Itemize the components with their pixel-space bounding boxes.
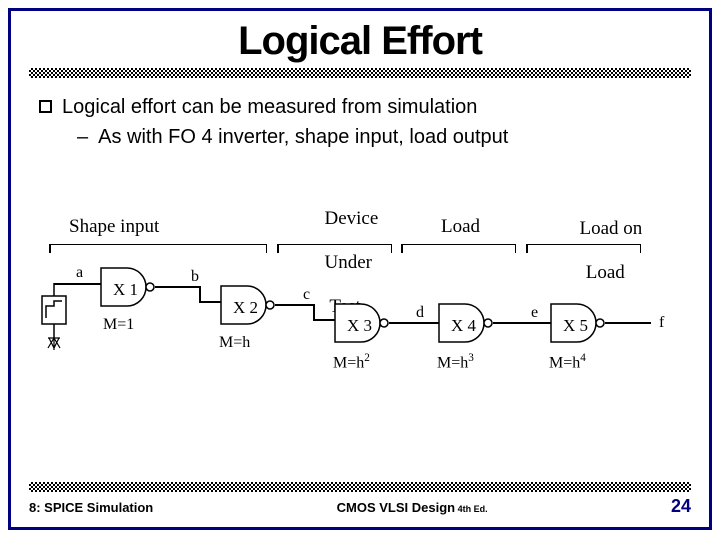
footer-center-ed: 4th Ed. (455, 504, 488, 514)
bracket-shape-input (49, 244, 267, 245)
divider-top (29, 68, 691, 78)
bracket-dut (277, 244, 392, 245)
bullet-sub-text: As with FO 4 inverter, shape input, load… (98, 124, 508, 150)
bullet-main: Logical effort can be measured from simu… (39, 94, 681, 120)
step-source-icon (36, 278, 76, 358)
dash-icon: – (77, 124, 88, 150)
gate-x5-m: M=h4 (549, 352, 586, 372)
footer-row: 8: SPICE Simulation CMOS VLSI Design 4th… (29, 496, 691, 517)
signal-e: e (531, 304, 538, 322)
label-lol-l1: Load on (580, 218, 643, 239)
circuit-diagram: Shape input Device Under Test Load Load … (41, 186, 681, 396)
gate-x5-label: X 5 (563, 316, 588, 336)
wire-b1 (155, 286, 201, 288)
wire-c2 (313, 304, 315, 319)
gate-x2-m: M=h (219, 334, 250, 352)
page-number: 24 (671, 496, 691, 517)
wire-f (605, 322, 651, 324)
bullet-main-text: Logical effort can be measured from simu… (62, 94, 477, 120)
footer-center-main: CMOS VLSI Design (337, 500, 455, 515)
label-dut-l2: Under (325, 252, 372, 273)
label-dut-l1: Device (325, 208, 379, 229)
gate-x1-label: X 1 (113, 280, 138, 300)
gate-x4-label: X 4 (451, 316, 476, 336)
wire-c3 (313, 319, 335, 321)
slide-title: Logical Effort (11, 11, 709, 68)
wire-b3 (199, 301, 221, 303)
gate-x1-m: M=1 (103, 316, 134, 334)
gate-x3-m: M=h2 (333, 352, 370, 372)
checkbox-icon (39, 100, 52, 113)
label-shape-input: Shape input (69, 216, 159, 238)
signal-d: d (416, 304, 424, 322)
wire-e (493, 322, 551, 324)
signal-a: a (76, 264, 83, 282)
signal-c: c (303, 286, 310, 304)
footer-center: CMOS VLSI Design 4th Ed. (337, 500, 488, 515)
bracket-load (401, 244, 516, 245)
slide-frame: Logical Effort Logical effort can be mea… (8, 8, 712, 530)
bracket-lol (526, 244, 641, 245)
divider-bottom (29, 482, 691, 492)
footer: 8: SPICE Simulation CMOS VLSI Design 4th… (29, 482, 691, 517)
signal-f: f (659, 314, 664, 332)
gate-x4-m: M=h3 (437, 352, 474, 372)
wire-c1 (275, 304, 315, 306)
wire-b2 (199, 286, 201, 301)
footer-left: 8: SPICE Simulation (29, 500, 153, 515)
label-lol-l2: Load (586, 262, 625, 283)
bullet-sub: – As with FO 4 inverter, shape input, lo… (77, 124, 681, 150)
label-load: Load (441, 216, 480, 238)
gate-x2-label: X 2 (233, 298, 258, 318)
content-area: Logical effort can be measured from simu… (11, 78, 709, 150)
signal-b: b (191, 268, 199, 286)
label-load-on-load: Load on Load (551, 196, 631, 306)
wire-a (54, 283, 102, 285)
gate-x3-label: X 3 (347, 316, 372, 336)
wire-d (389, 322, 439, 324)
